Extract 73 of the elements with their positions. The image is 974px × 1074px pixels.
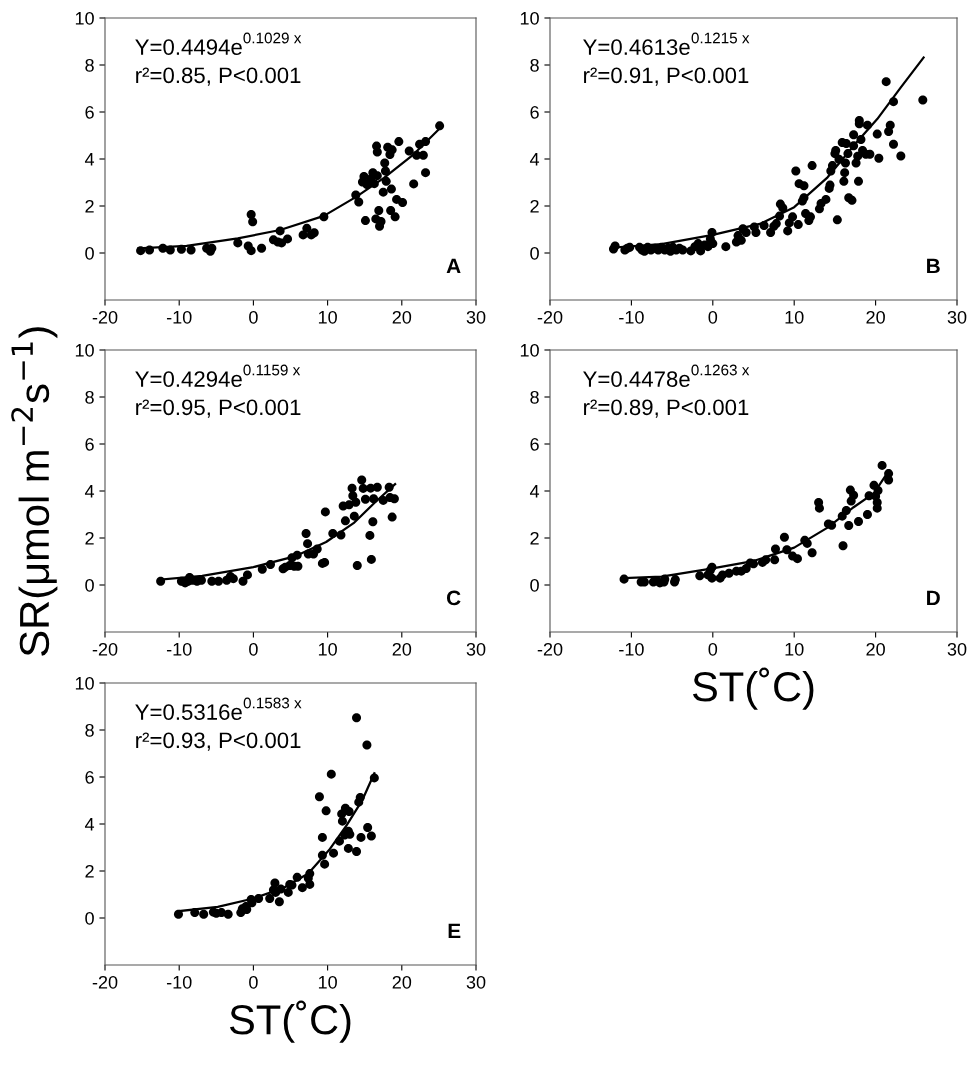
- y-tick-label: 10: [75, 676, 94, 690]
- y-tick-label: 6: [85, 770, 94, 784]
- y-tick-label: 8: [530, 390, 539, 404]
- x-tick-label: 30: [466, 310, 486, 324]
- annotation: C: [446, 590, 461, 606]
- x-tick-label: 10: [318, 310, 337, 324]
- x-tick-label: -10: [166, 310, 192, 324]
- x-tick-label: -10: [619, 310, 644, 324]
- y-tick-label: 4: [84, 153, 95, 166]
- x-tick-label: 30: [466, 975, 486, 989]
- y-tick-label: 8: [85, 58, 94, 72]
- annotation: r²=0.93, P<0.001: [136, 732, 301, 751]
- y-tick-label: 8: [530, 58, 539, 72]
- y-tick-label: 8: [85, 390, 94, 404]
- x-tick-label: -20: [537, 642, 563, 656]
- x-tick-label: 30: [947, 642, 967, 656]
- y-tick-label: 6: [530, 105, 539, 119]
- x-tick-label: 0: [249, 975, 258, 989]
- y-tick-label: 6: [85, 105, 94, 119]
- x-tick-label: -20: [92, 975, 118, 989]
- y-tick-label: 10: [75, 343, 94, 357]
- x-tick-label: 20: [392, 310, 412, 324]
- y-tick-label: 4: [529, 485, 540, 498]
- y-tick-label: 6: [85, 437, 94, 451]
- y-tick-label: 4: [84, 818, 95, 831]
- annotation: r²=0.89, P<0.001: [584, 399, 749, 418]
- x-tick-label: 10: [785, 642, 804, 656]
- y-tick-label: 8: [85, 723, 94, 737]
- y-tick-label: 0: [530, 578, 539, 592]
- x-tick-label: -10: [619, 642, 644, 656]
- x-tick-label: 20: [866, 642, 885, 656]
- annotation: E: [448, 923, 461, 939]
- y-tick-label: 2: [530, 531, 539, 545]
- x-tick-label: -20: [92, 642, 118, 656]
- y-tick-label: 2: [85, 199, 94, 213]
- x-tick-label: 20: [392, 975, 412, 989]
- y-axis-title: SR(μmol m$^{−2}$s$^{−1}$): [11, 327, 58, 656]
- x-tick-label: -10: [166, 642, 192, 656]
- y-tick-label: 4: [84, 485, 95, 498]
- x-tick-label: 0: [708, 310, 718, 324]
- y-tick-label: 6: [530, 437, 539, 451]
- x-tick-label: 10: [318, 642, 337, 656]
- annotation: r²=0.91, P<0.001: [584, 67, 749, 86]
- x-tick-label: 0: [708, 642, 718, 656]
- y-tick-label: 0: [530, 246, 539, 260]
- annotation: B: [927, 258, 940, 274]
- y-tick-label: 10: [75, 11, 94, 25]
- y-tick-label: 2: [530, 199, 539, 213]
- y-tick-label: 0: [85, 911, 94, 925]
- annotation: r²=0.85, P<0.001: [136, 67, 301, 86]
- annotation: r²=0.95, P<0.001: [136, 399, 301, 418]
- y-tick-label: 10: [520, 11, 539, 25]
- annotation: D: [927, 590, 940, 606]
- y-tick-label: 4: [529, 153, 540, 166]
- x-axis-title: ST(˚C): [692, 667, 814, 710]
- y-tick-label: 2: [85, 864, 94, 878]
- x-tick-label: -20: [92, 310, 118, 324]
- x-tick-label: 20: [392, 642, 412, 656]
- x-tick-label: -10: [166, 975, 192, 989]
- y-tick-label: 0: [85, 246, 94, 260]
- y-tick-label: 10: [520, 343, 539, 357]
- x-tick-label: 10: [318, 975, 337, 989]
- y-tick-label: 2: [85, 531, 94, 545]
- annotation: A: [446, 258, 461, 274]
- x-tick-label: 0: [249, 642, 258, 656]
- x-tick-label: 10: [785, 310, 804, 324]
- x-tick-label: 20: [866, 310, 885, 324]
- x-tick-label: 30: [947, 310, 967, 324]
- x-tick-label: 30: [466, 642, 486, 656]
- y-tick-label: 0: [85, 578, 94, 592]
- x-tick-label: 0: [249, 310, 258, 324]
- x-axis-title: ST(˚C): [229, 1000, 351, 1043]
- x-tick-label: -20: [537, 310, 563, 324]
